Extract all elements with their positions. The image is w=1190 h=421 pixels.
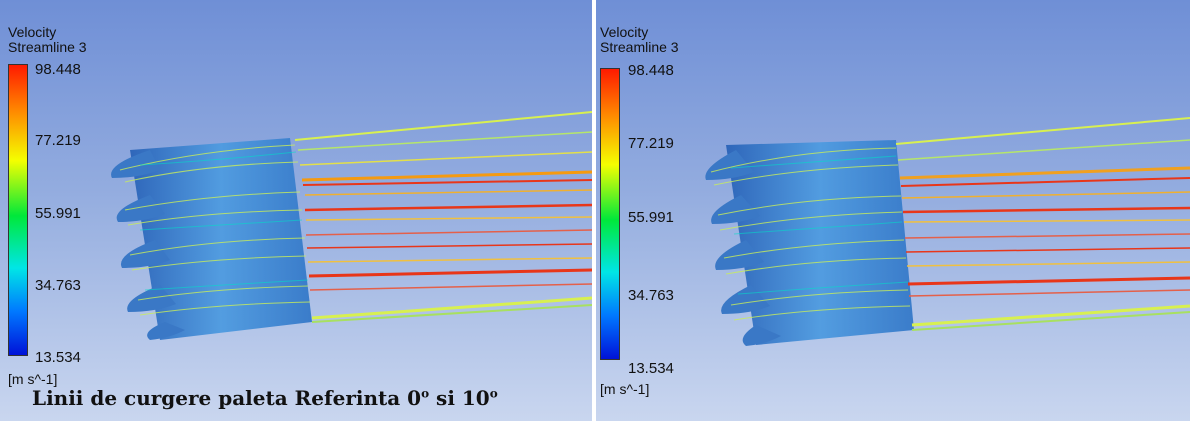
blade-body bbox=[726, 140, 914, 345]
blade-body bbox=[130, 138, 312, 340]
legend-tick: 34.763 bbox=[35, 277, 81, 294]
legend-unit: [m s^-1] bbox=[8, 371, 58, 387]
wake-streamlines bbox=[294, 111, 592, 323]
legend-tick: 77.219 bbox=[35, 132, 81, 149]
surface-streamlines bbox=[710, 147, 911, 321]
streamline-render-left bbox=[111, 111, 592, 340]
color-scale-bar bbox=[8, 64, 28, 356]
legend-tick: 98.448 bbox=[628, 62, 674, 79]
legend-subtitle: Streamline 3 bbox=[600, 39, 679, 55]
legend-tick: 13.534 bbox=[628, 360, 674, 377]
legend-title: Velocity bbox=[600, 24, 649, 40]
blade-lobe bbox=[705, 150, 754, 180]
caption-degree: o bbox=[489, 386, 498, 401]
blade-lobe bbox=[147, 322, 185, 340]
panel-divider bbox=[592, 0, 596, 421]
blade-lobe bbox=[127, 285, 176, 312]
wake-streamlines bbox=[895, 117, 1190, 331]
legend-subtitle: Streamline 3 bbox=[8, 39, 87, 55]
caption-degree: o bbox=[421, 386, 430, 401]
blade-lobe bbox=[116, 195, 165, 222]
legend-tick: 55.991 bbox=[628, 209, 674, 226]
legend-tick: 55.991 bbox=[35, 205, 81, 222]
blade-lobe bbox=[111, 150, 160, 178]
color-scale-bar bbox=[600, 68, 620, 360]
blade-lobe bbox=[711, 195, 760, 224]
legend-title: Velocity bbox=[8, 24, 57, 40]
figure-caption: Linii de curgere paleta Referinta 0o si … bbox=[32, 386, 498, 410]
legend-unit: [m s^-1] bbox=[600, 381, 650, 397]
right-simulation-panel: Velocity Streamline 3 98.448 77.219 55.9… bbox=[596, 0, 1190, 421]
legend-tick: 13.534 bbox=[35, 349, 81, 366]
legend-tick: 34.763 bbox=[628, 287, 674, 304]
blade-lobe bbox=[120, 240, 170, 268]
streamline-render-right bbox=[705, 117, 1190, 346]
blade-lobe bbox=[742, 325, 781, 346]
left-simulation-panel: Velocity Streamline 3 98.448 77.219 55.9… bbox=[0, 0, 592, 421]
legend-tick: 77.219 bbox=[628, 135, 674, 152]
blade-lobe bbox=[721, 285, 770, 314]
caption-text-mid: si 10 bbox=[429, 386, 490, 410]
legend-tick: 98.448 bbox=[35, 61, 81, 78]
surface-streamlines bbox=[119, 144, 311, 316]
caption-text: Linii de curgere paleta Referinta 0 bbox=[32, 386, 422, 410]
